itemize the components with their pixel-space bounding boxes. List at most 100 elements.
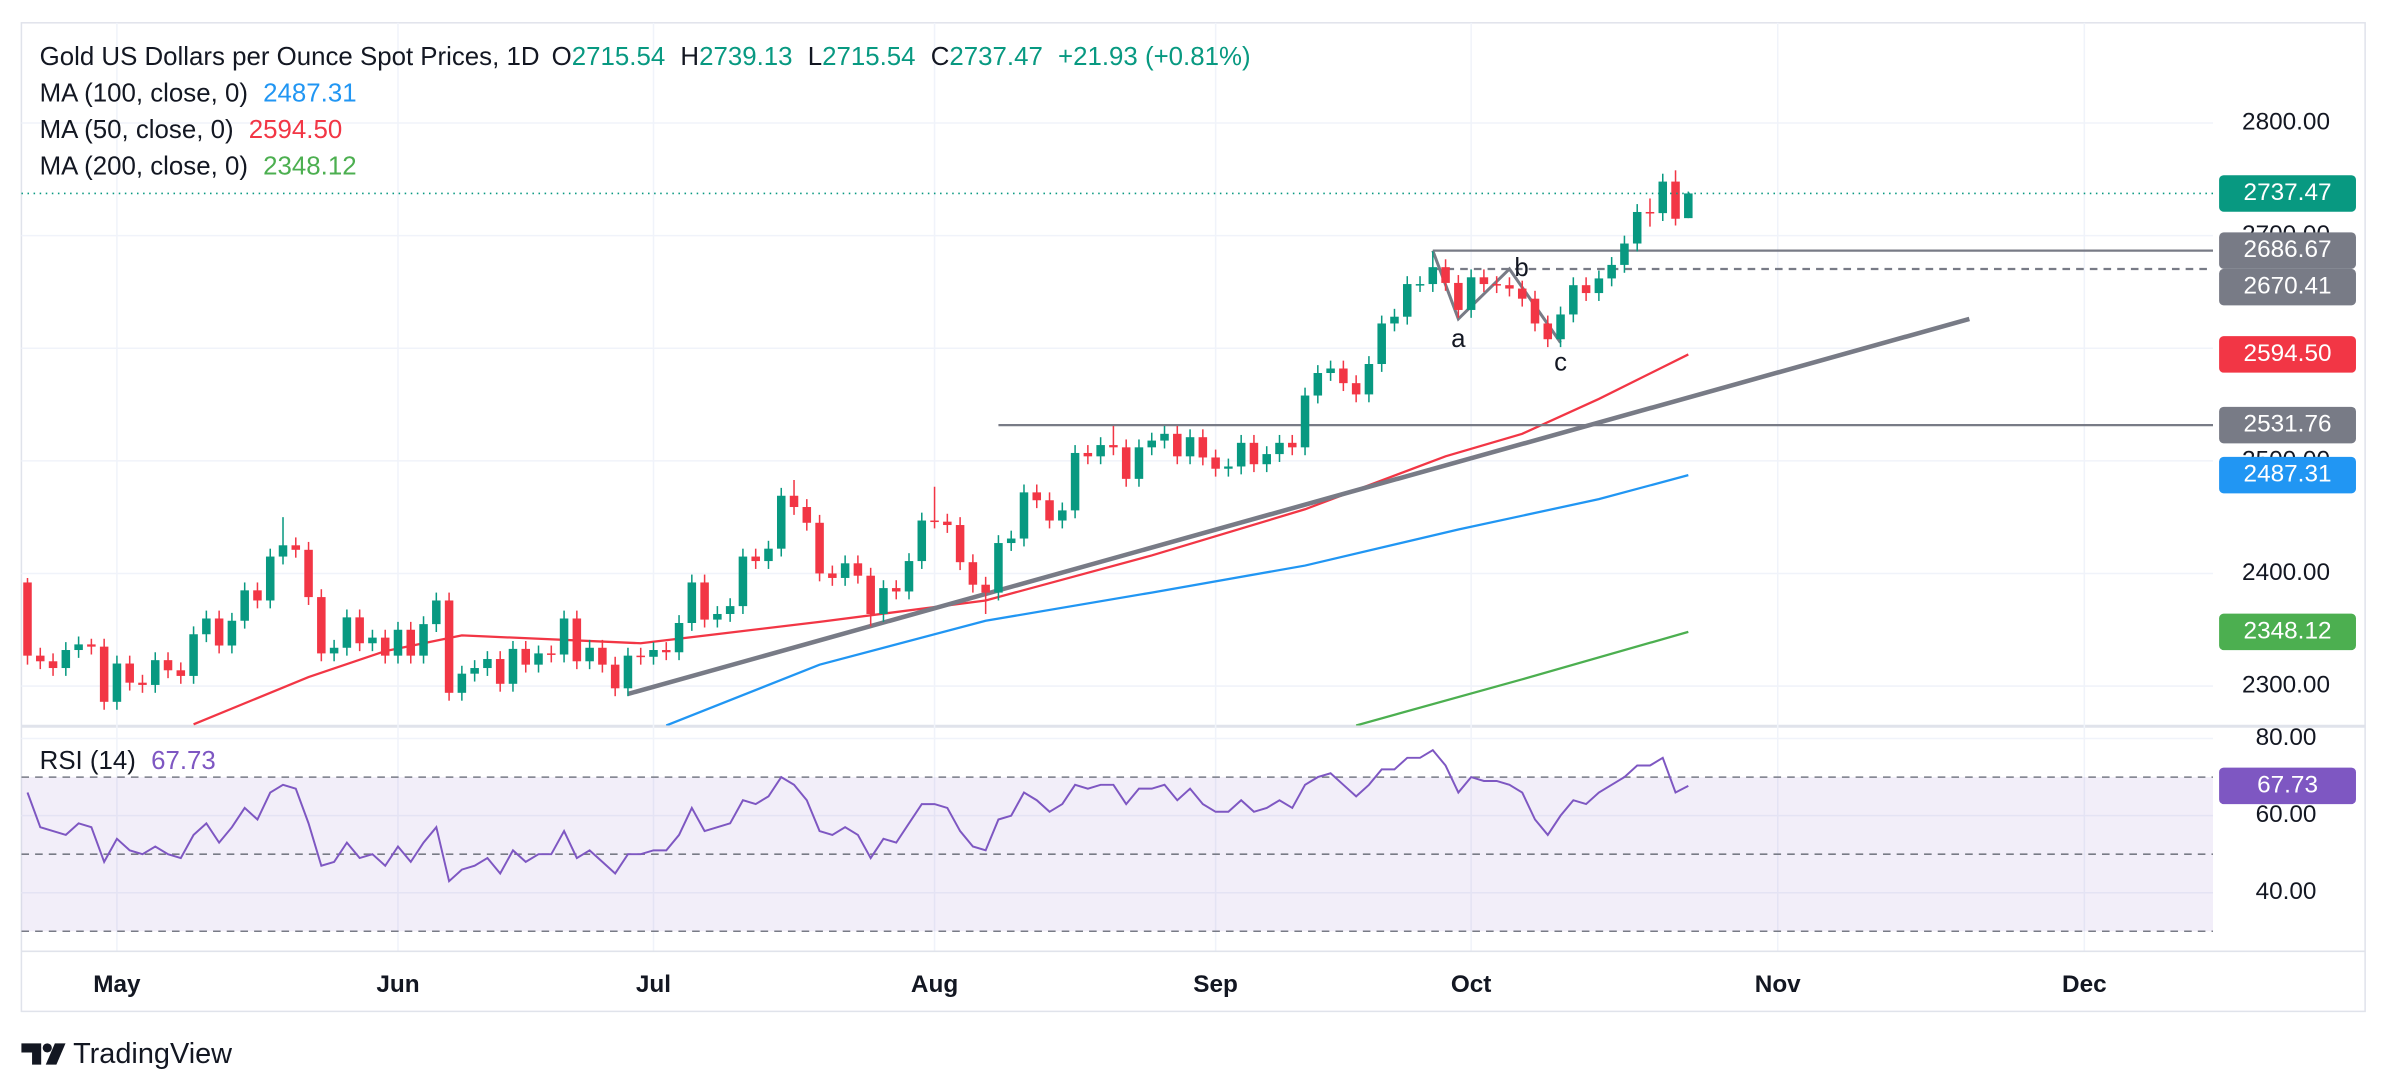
candle-body bbox=[1402, 284, 1412, 317]
candle-body bbox=[1288, 442, 1297, 448]
rsi-pane bbox=[21, 748, 2214, 933]
candle-body bbox=[994, 543, 1003, 593]
ohlc-letter: O bbox=[552, 43, 572, 71]
candle-body bbox=[1505, 285, 1514, 289]
candle-body bbox=[23, 582, 32, 656]
candle-body bbox=[572, 618, 582, 662]
candle-body bbox=[1594, 278, 1604, 294]
ma-legend-entry: MA (200, close, 0) 2348.12 bbox=[40, 152, 357, 180]
candle-body bbox=[214, 618, 224, 646]
ma-legend-entry: MA (50, close, 0) 2594.50 bbox=[40, 116, 343, 144]
ohlc-letter: L bbox=[808, 43, 822, 71]
candle-body bbox=[1569, 285, 1578, 315]
candle-body bbox=[150, 660, 160, 685]
candle-body bbox=[789, 495, 799, 508]
price-tag bbox=[2219, 336, 2356, 373]
x-tick-label: May bbox=[93, 971, 141, 998]
candle-body bbox=[355, 617, 364, 644]
logo-mark bbox=[21, 1043, 42, 1065]
candle-body bbox=[1415, 284, 1425, 286]
candle-body bbox=[304, 549, 313, 598]
candle-body bbox=[1645, 211, 1655, 214]
candle-body bbox=[610, 664, 620, 689]
price-tags: 2737.47 2686.67 2670.41 2594.50 2531.76 2487.… bbox=[2219, 175, 2356, 805]
candle-body bbox=[559, 618, 569, 655]
candle-body bbox=[764, 548, 773, 562]
candle-body bbox=[904, 561, 914, 592]
candle-body bbox=[1351, 383, 1361, 395]
candle-body bbox=[317, 597, 326, 654]
candle-body bbox=[1313, 373, 1323, 396]
candle-body bbox=[125, 663, 134, 683]
candle-body bbox=[342, 617, 352, 648]
rsi-value: 67.73 bbox=[151, 747, 216, 775]
candle-body bbox=[74, 644, 83, 651]
moving-average bbox=[665, 474, 1689, 726]
rsi-tag bbox=[2219, 767, 2356, 805]
candle-body bbox=[968, 562, 978, 585]
candle-body bbox=[329, 647, 339, 654]
candle-body bbox=[278, 545, 288, 557]
candle-body bbox=[380, 637, 390, 656]
candle-body bbox=[1300, 395, 1310, 448]
y-tick-label: 60.00 bbox=[2256, 801, 2317, 828]
candle-body bbox=[457, 673, 467, 693]
candle-body bbox=[1070, 452, 1080, 511]
candle-body bbox=[943, 521, 952, 526]
price-tag bbox=[2219, 613, 2356, 651]
candle-body bbox=[1185, 437, 1195, 457]
candle-body bbox=[955, 525, 965, 563]
candle-body bbox=[738, 556, 748, 607]
candle-body bbox=[649, 650, 658, 657]
x-tick-label: Sep bbox=[1193, 971, 1238, 998]
x-tick-label: Jun bbox=[376, 971, 419, 998]
price-tag bbox=[2219, 406, 2356, 444]
moving-average bbox=[1355, 630, 1689, 726]
candle-body bbox=[99, 646, 109, 702]
candle-body bbox=[1224, 466, 1233, 469]
candle-body bbox=[227, 620, 237, 646]
candle-body bbox=[508, 648, 518, 684]
ohlc-value: 2737.47 bbox=[949, 43, 1042, 71]
price-tag-label: 2594.50 bbox=[2244, 340, 2332, 367]
price-tag bbox=[2219, 232, 2356, 269]
ma-legend-entry: MA (100, close, 0) 2487.31 bbox=[40, 79, 357, 107]
x-tick-label: Oct bbox=[1451, 971, 1492, 998]
candle-body bbox=[87, 644, 96, 647]
candle-body bbox=[1339, 368, 1348, 384]
candle-body bbox=[291, 545, 301, 550]
rsi-line bbox=[26, 748, 1689, 884]
ma-legend: MA (100, close, 0) 2487.31 MA (50, close, … bbox=[40, 79, 357, 180]
candle-body bbox=[1147, 440, 1156, 448]
candle-body bbox=[815, 522, 824, 574]
candle-body bbox=[495, 659, 505, 684]
candle-body bbox=[138, 682, 147, 685]
candle-body bbox=[662, 650, 671, 653]
candle-body bbox=[163, 660, 173, 671]
price-tag-label: 2737.47 bbox=[2244, 179, 2332, 206]
candle-body bbox=[1607, 264, 1616, 279]
candle-body bbox=[1249, 442, 1259, 465]
candle-body bbox=[1058, 510, 1067, 521]
candle-body bbox=[1581, 285, 1591, 294]
ma-value: 2594.50 bbox=[249, 116, 342, 144]
ohlc-letter: C bbox=[931, 43, 950, 71]
candle-body bbox=[176, 670, 186, 676]
price-tag bbox=[2219, 268, 2356, 306]
candle-body bbox=[1479, 277, 1489, 285]
candle-body bbox=[189, 634, 198, 676]
rsi-legend: RSI (14) 67.73 bbox=[40, 747, 216, 775]
candle-body bbox=[1364, 364, 1374, 395]
candle-body bbox=[419, 624, 428, 656]
x-tick-label: Dec bbox=[2062, 971, 2107, 998]
y-tick-label: 2800.00 bbox=[2242, 108, 2330, 135]
price-tag bbox=[2219, 175, 2356, 212]
candle-body bbox=[598, 647, 607, 665]
price-tag-label: 2348.12 bbox=[2244, 617, 2332, 644]
price-tag-label: 2531.76 bbox=[2244, 411, 2332, 438]
logo: TradingView bbox=[21, 1038, 232, 1070]
grid bbox=[21, 22, 2214, 951]
candle-body bbox=[1236, 442, 1246, 467]
candle-body bbox=[866, 575, 875, 614]
